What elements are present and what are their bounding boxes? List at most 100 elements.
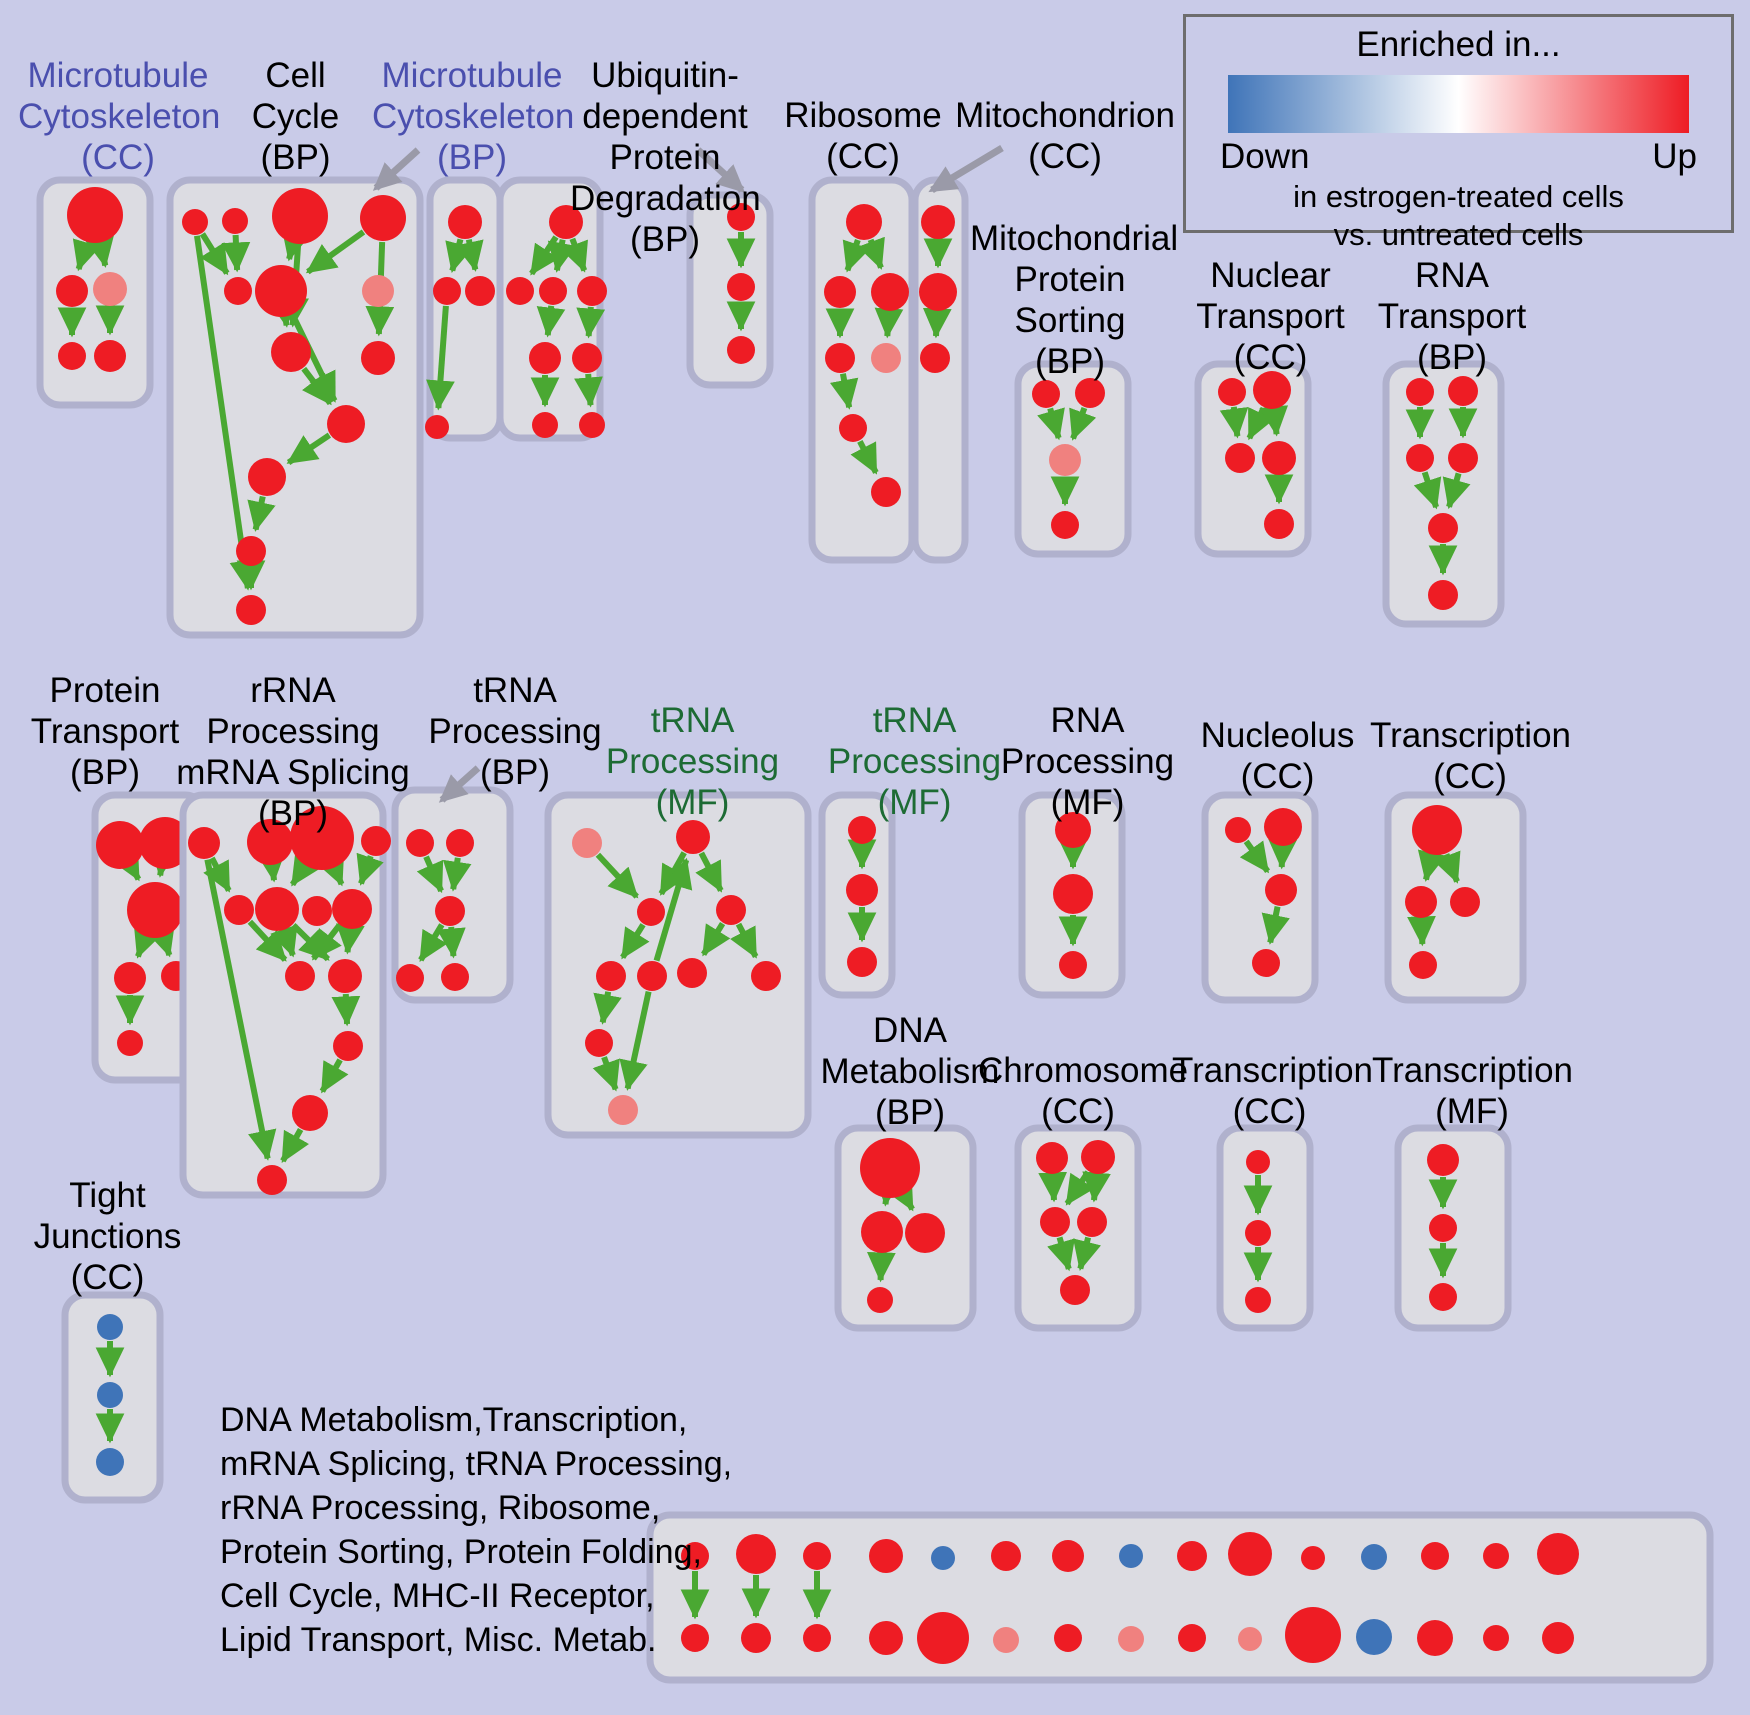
graph-node[interactable] — [255, 887, 299, 931]
graph-node[interactable] — [1228, 1532, 1272, 1576]
graph-node[interactable] — [871, 343, 901, 373]
graph-node[interactable] — [1059, 951, 1087, 979]
graph-node[interactable] — [867, 1287, 893, 1313]
graph-node[interactable] — [1264, 509, 1294, 539]
graph-node[interactable] — [869, 1621, 903, 1655]
graph-node[interactable] — [1032, 380, 1060, 408]
graph-node[interactable] — [1055, 812, 1091, 848]
graph-node[interactable] — [727, 336, 755, 364]
graph-node[interactable] — [839, 414, 867, 442]
graph-node[interactable] — [1060, 1275, 1090, 1305]
graph-node[interactable] — [1448, 376, 1478, 406]
graph-node[interactable] — [549, 205, 583, 239]
graph-node[interactable] — [993, 1627, 1019, 1653]
graph-node[interactable] — [255, 265, 307, 317]
graph-node[interactable] — [224, 277, 252, 305]
graph-node[interactable] — [1218, 378, 1246, 406]
graph-node[interactable] — [931, 1546, 955, 1570]
graph-node[interactable] — [1421, 1542, 1449, 1570]
graph-node[interactable] — [825, 343, 855, 373]
graph-node[interactable] — [1448, 443, 1478, 473]
graph-node[interactable] — [1036, 1142, 1068, 1174]
graph-node[interactable] — [681, 1624, 709, 1652]
graph-node[interactable] — [846, 874, 878, 906]
graph-node[interactable] — [1406, 444, 1434, 472]
graph-node[interactable] — [803, 1542, 831, 1570]
graph-node[interactable] — [1262, 441, 1296, 475]
graph-node[interactable] — [117, 1030, 143, 1056]
graph-node[interactable] — [96, 821, 144, 869]
graph-node[interactable] — [56, 275, 88, 307]
graph-node[interactable] — [433, 277, 461, 305]
graph-node[interactable] — [1429, 1283, 1457, 1311]
graph-node[interactable] — [529, 342, 561, 374]
graph-node[interactable] — [1409, 951, 1437, 979]
graph-node[interactable] — [360, 195, 406, 241]
graph-node[interactable] — [425, 415, 449, 439]
graph-node[interactable] — [1049, 444, 1081, 476]
graph-node[interactable] — [1483, 1543, 1509, 1569]
graph-node[interactable] — [920, 343, 950, 373]
graph-node[interactable] — [991, 1541, 1021, 1571]
graph-node[interactable] — [1077, 1207, 1107, 1237]
graph-node[interactable] — [1053, 874, 1093, 914]
graph-node[interactable] — [224, 895, 254, 925]
graph-node[interactable] — [532, 412, 558, 438]
graph-node[interactable] — [1081, 1140, 1115, 1174]
graph-node[interactable] — [1252, 949, 1280, 977]
graph-node[interactable] — [860, 1138, 920, 1198]
graph-node[interactable] — [93, 272, 127, 306]
graph-node[interactable] — [1301, 1546, 1325, 1570]
graph-node[interactable] — [1406, 378, 1434, 406]
graph-node[interactable] — [1265, 874, 1297, 906]
graph-node[interactable] — [1225, 443, 1255, 473]
graph-node[interactable] — [327, 405, 365, 443]
graph-node[interactable] — [1356, 1619, 1392, 1655]
graph-node[interactable] — [333, 1031, 363, 1061]
graph-node[interactable] — [847, 947, 877, 977]
graph-node[interactable] — [919, 273, 957, 311]
graph-node[interactable] — [572, 343, 602, 373]
graph-node[interactable] — [362, 275, 394, 307]
graph-node[interactable] — [905, 1213, 945, 1253]
graph-node[interactable] — [446, 829, 474, 857]
graph-node[interactable] — [441, 963, 469, 991]
graph-node[interactable] — [637, 961, 667, 991]
graph-node[interactable] — [848, 816, 876, 844]
graph-node[interactable] — [96, 1448, 124, 1476]
graph-node[interactable] — [1178, 1624, 1206, 1652]
graph-node[interactable] — [751, 961, 781, 991]
graph-node[interactable] — [285, 961, 315, 991]
graph-node[interactable] — [736, 1534, 776, 1574]
graph-node[interactable] — [921, 205, 955, 239]
graph-node[interactable] — [1361, 1544, 1387, 1570]
graph-node[interactable] — [188, 827, 220, 859]
graph-node[interactable] — [1427, 1144, 1459, 1176]
graph-node[interactable] — [332, 889, 372, 929]
graph-node[interactable] — [677, 958, 707, 988]
graph-node[interactable] — [58, 342, 86, 370]
graph-node[interactable] — [1428, 513, 1458, 543]
graph-node[interactable] — [572, 828, 602, 858]
graph-node[interactable] — [716, 895, 746, 925]
graph-node[interactable] — [1253, 371, 1291, 409]
graph-node[interactable] — [97, 1314, 123, 1340]
graph-node[interactable] — [1052, 1540, 1084, 1572]
graph-node[interactable] — [435, 896, 465, 926]
graph-node[interactable] — [271, 332, 311, 372]
graph-node[interactable] — [1246, 1150, 1270, 1174]
graph-node[interactable] — [139, 817, 191, 869]
graph-node[interactable] — [846, 204, 882, 240]
graph-node[interactable] — [1075, 378, 1105, 408]
graph-node[interactable] — [861, 1211, 903, 1253]
graph-node[interactable] — [272, 188, 328, 244]
graph-node[interactable] — [94, 340, 126, 372]
graph-node[interactable] — [302, 896, 332, 926]
graph-node[interactable] — [247, 819, 293, 865]
graph-node[interactable] — [406, 829, 434, 857]
graph-node[interactable] — [676, 820, 710, 854]
graph-node[interactable] — [727, 273, 755, 301]
graph-node[interactable] — [637, 898, 665, 926]
graph-node[interactable] — [1225, 817, 1251, 843]
graph-node[interactable] — [257, 1165, 287, 1195]
